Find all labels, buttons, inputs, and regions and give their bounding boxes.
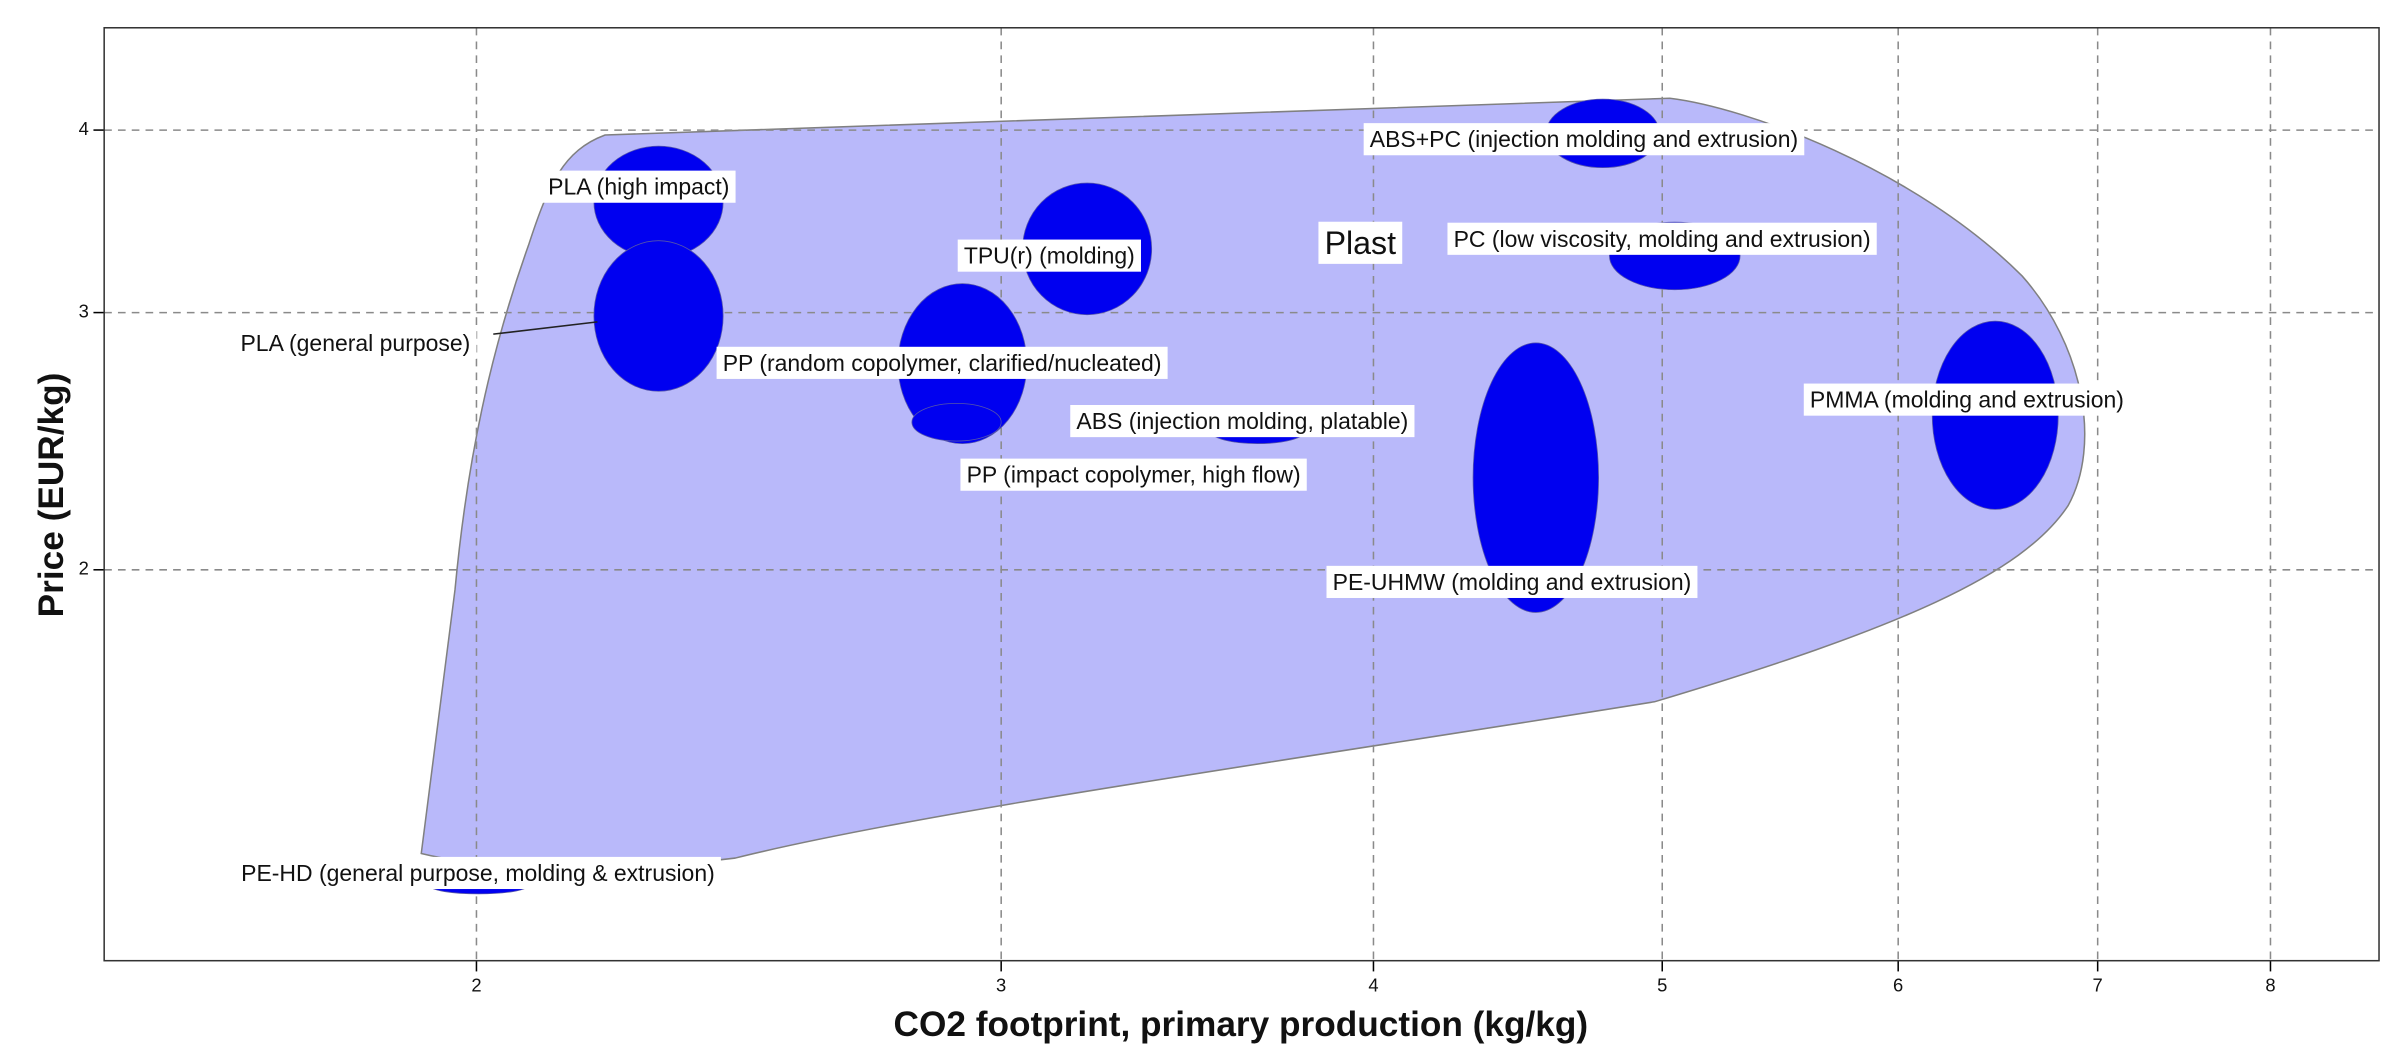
envelope-label-box — [1318, 221, 1403, 264]
envelope-label: Plast — [1325, 225, 1397, 261]
x-axis-title: CO2 footprint, primary production (kg/kg… — [894, 1005, 1589, 1044]
bubble-label-box — [1803, 383, 2131, 416]
x-tick-label: 7 — [2093, 975, 2103, 996]
leader-line — [493, 321, 598, 335]
bubble — [911, 402, 1002, 442]
x-tick-label: 6 — [1893, 975, 1903, 996]
x-tick-label: 8 — [2265, 975, 2275, 996]
bubble-label: PE-UHMW (molding and extrusion) — [1333, 569, 1692, 595]
bubble-label-box — [234, 326, 477, 360]
plot-frame — [103, 27, 2380, 962]
bubble-label: PMMA (molding and extrusion) — [1810, 387, 2124, 413]
bubble-label-box — [960, 458, 1307, 491]
x-tick-label: 5 — [1657, 975, 1667, 996]
y-tick-label: 2 — [79, 558, 89, 579]
bubble-label: PLA (general purpose) — [240, 330, 470, 356]
bubble-label-box — [542, 170, 736, 203]
bubble — [593, 240, 724, 392]
x-tick-label: 3 — [996, 975, 1006, 996]
bubble-label-box — [716, 346, 1168, 379]
bubble — [1472, 342, 1599, 613]
bubble-label-box — [235, 856, 721, 890]
x-tick-label: 4 — [1368, 975, 1378, 996]
y-tick-label: 4 — [79, 118, 89, 139]
bubble-label-box — [1363, 123, 1805, 156]
y-tick-label: 3 — [79, 300, 89, 321]
bubble-label: PC (low viscosity, molding and extrusion… — [1454, 226, 1871, 252]
bubble-label: PE-HD (general purpose, molding & extrus… — [241, 860, 715, 886]
bubble-label-box — [1070, 405, 1415, 438]
bubble-label-box — [1326, 565, 1698, 598]
x-tick-label: 2 — [471, 975, 481, 996]
bubble-label: ABS (injection molding, platable) — [1076, 408, 1408, 434]
bubble-label: PLA (high impact) — [548, 174, 729, 200]
bubble-label: PP (random copolymer, clarified/nucleate… — [723, 350, 1162, 376]
bubble-label: PP (impact copolymer, high flow) — [967, 462, 1301, 488]
bubble-label-box — [1447, 222, 1877, 255]
bubble-label-box — [957, 239, 1141, 272]
y-axis-title: Price (EUR/kg) — [32, 373, 71, 618]
bubble-label: ABS+PC (injection molding and extrusion) — [1370, 126, 1798, 152]
bubble-label: TPU(r) (molding) — [964, 243, 1135, 269]
